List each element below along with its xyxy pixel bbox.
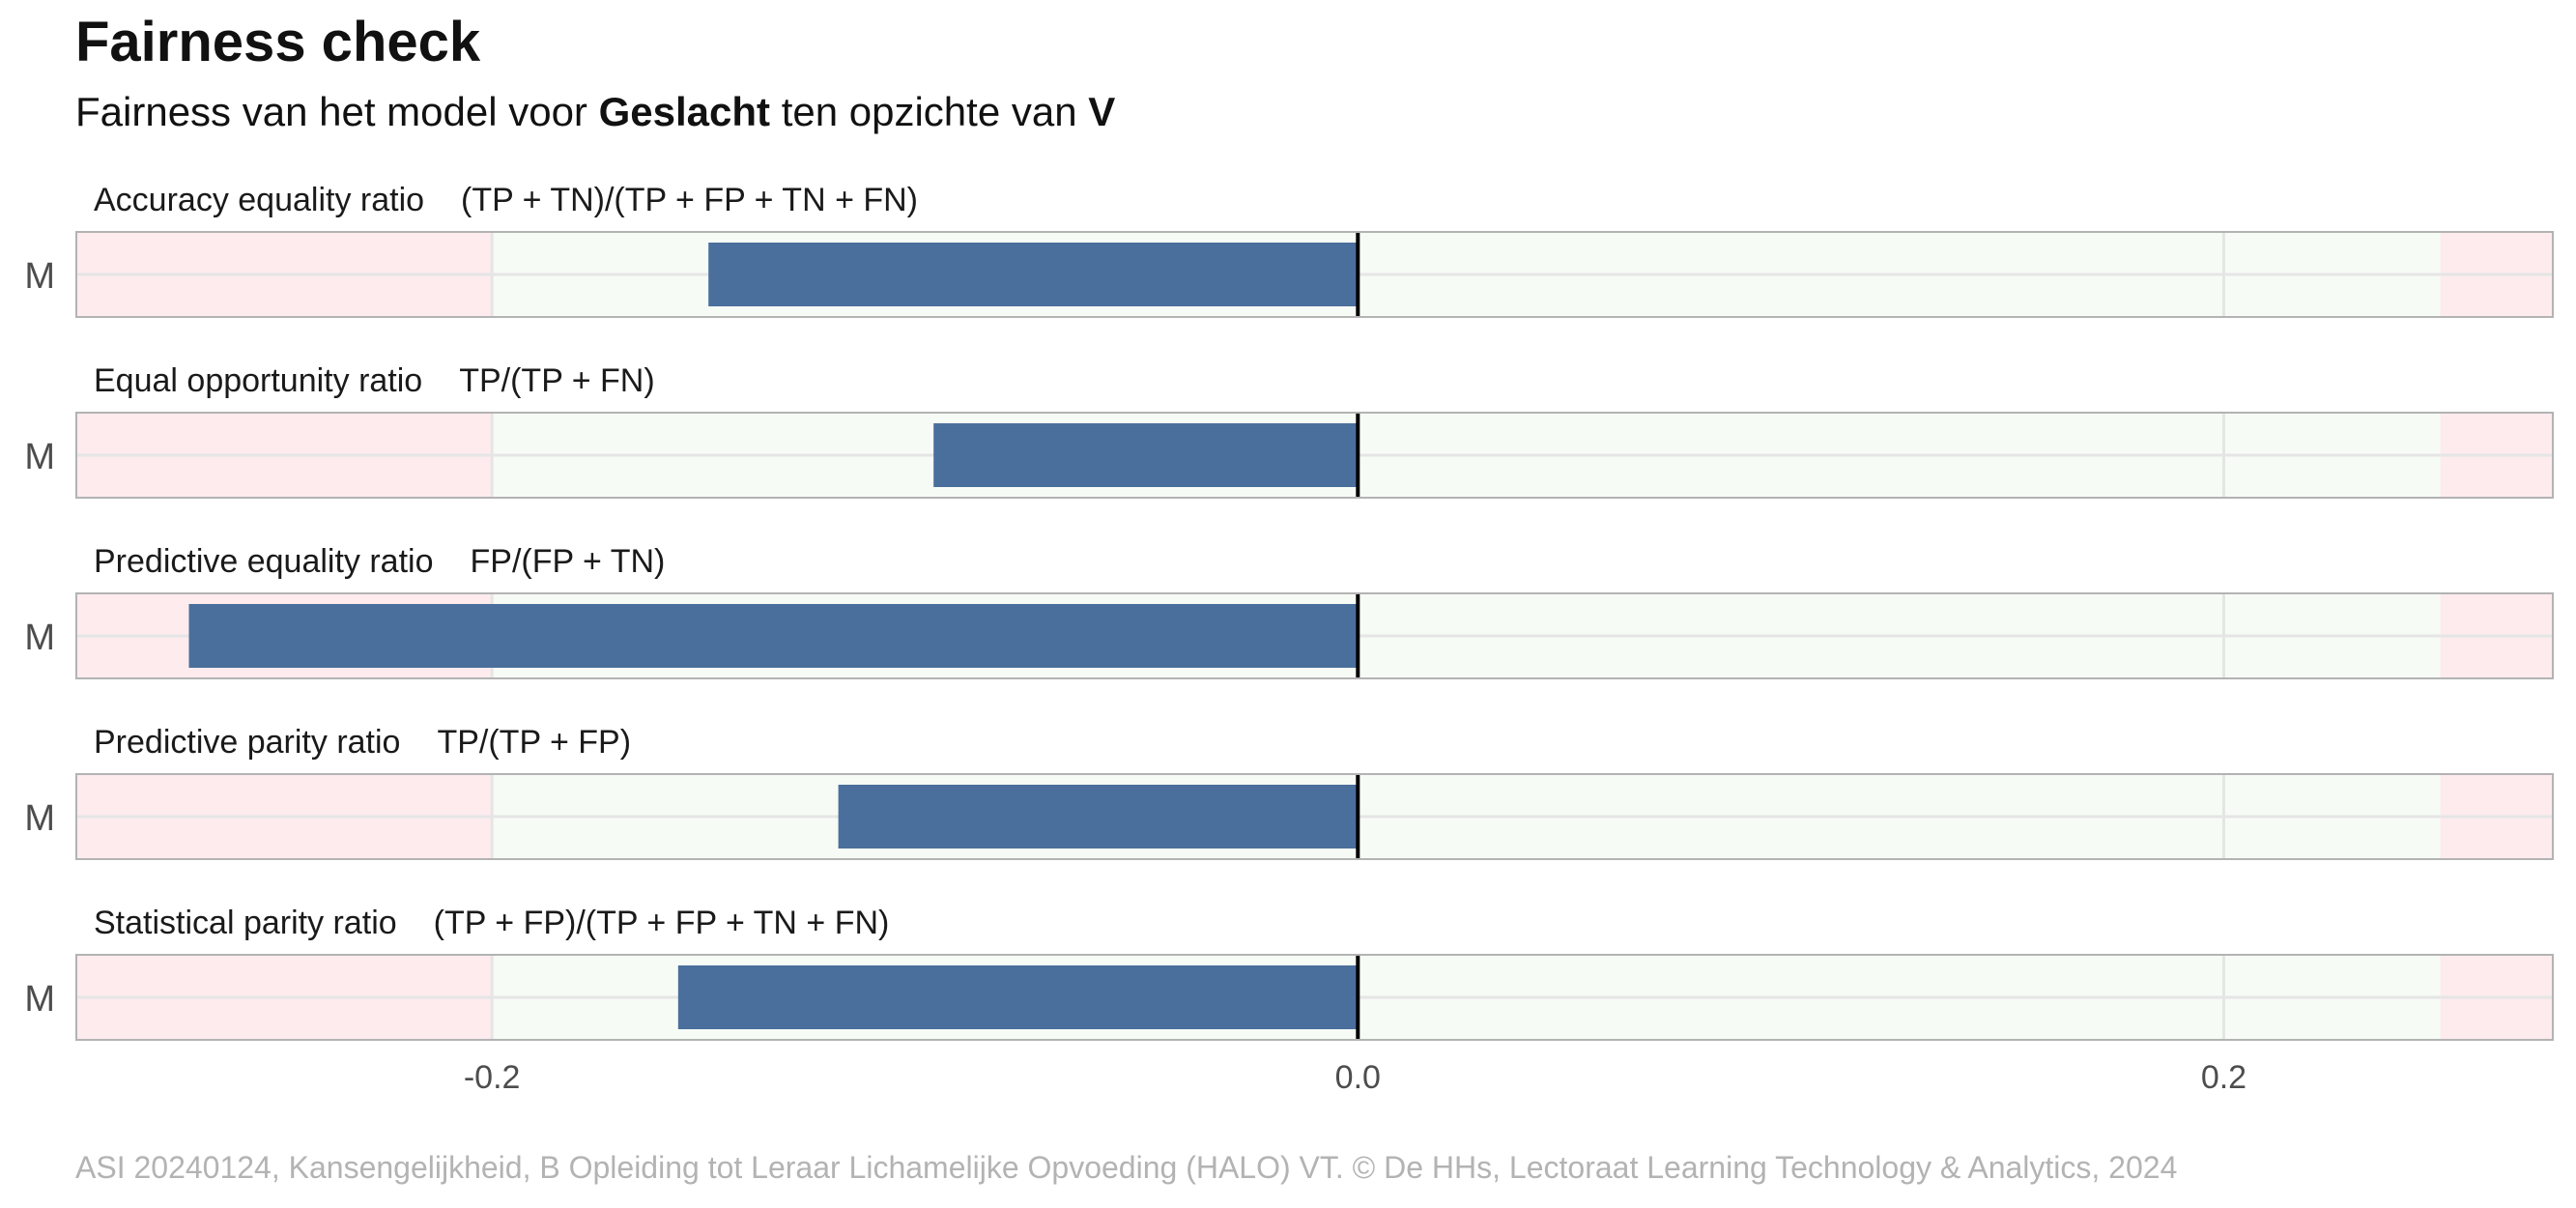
panel-formula: (TP + FP)/(TP + FP + TN + FN) [434,905,890,941]
bar [838,785,1359,848]
category-label: M [24,798,55,839]
subtitle-reference: V [1088,89,1116,134]
chart-caption: ASI 20240124, Kansengelijkheid, B Opleid… [75,1150,2178,1185]
bar [677,965,1359,1029]
chart-subtitle: Fairness van het model voor Geslacht ten… [75,85,1115,139]
panel-formula: TP/(TP + FP) [437,724,631,761]
x-tick-label: 0.0 [1335,1059,1381,1096]
bar [708,243,1359,306]
bar [933,423,1359,487]
panel-title: Predictive parity ratio TP/(TP + FP) [94,724,631,761]
panel-title: Equal opportunity ratio TP/(TP + FN) [94,362,655,399]
subtitle-variable: Geslacht [598,89,771,134]
panel-metric: Statistical parity ratio [94,905,397,941]
panel-border [75,412,2554,499]
panel-metric: Predictive equality ratio [94,543,434,580]
subtitle-prefix: Fairness van het model voor [75,89,587,134]
category-label: M [24,618,55,658]
category-label: M [24,979,55,1020]
panel-metric: Predictive parity ratio [94,724,400,761]
chart-title: Fairness check [75,11,481,73]
x-tick-label: -0.2 [464,1059,521,1096]
panel-border [75,773,2554,860]
subtitle-middle: ten opzichte van [781,89,1077,134]
panel-title: Accuracy equality ratio (TP + TN)/(TP + F… [94,182,918,218]
panel-border [75,954,2554,1041]
panel-metric: Equal opportunity ratio [94,362,422,399]
panel-title: Predictive equality ratio FP/(FP + TN) [94,543,665,580]
panel-formula: TP/(TP + FN) [459,362,654,399]
panel-title: Statistical parity ratio (TP + FP)/(TP + … [94,905,889,941]
category-label: M [24,256,55,297]
panel-border [75,592,2554,679]
panel-formula: (TP + TN)/(TP + FP + TN + FN) [461,182,918,218]
x-tick-label: 0.2 [2201,1059,2247,1096]
panel-formula: FP/(FP + TN) [471,543,666,580]
panel-border [75,231,2554,318]
category-label: M [24,437,55,477]
fairness-chart: Accuracy equality ratio (TP + TN)/(TP + F… [24,182,2554,1096]
bar [188,604,1359,668]
panel-metric: Accuracy equality ratio [94,182,424,218]
